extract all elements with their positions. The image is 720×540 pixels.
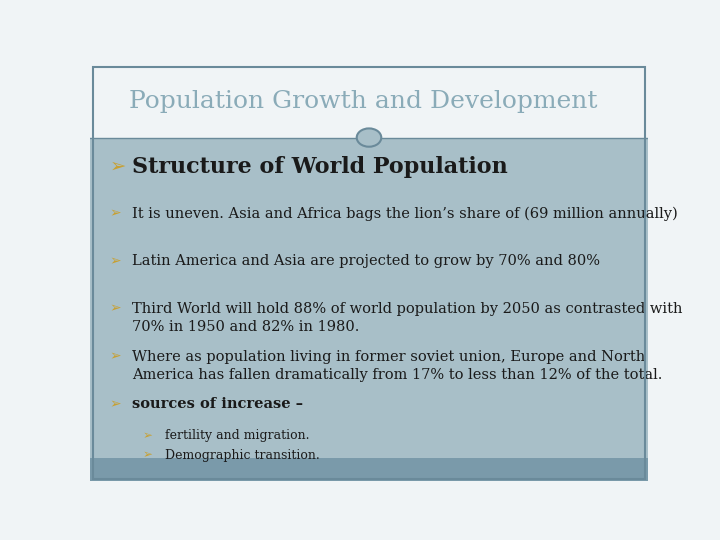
Text: ➢: ➢ (109, 302, 121, 316)
Text: ➢: ➢ (143, 429, 153, 442)
Text: ➢: ➢ (109, 254, 121, 268)
Text: Structure of World Population: Structure of World Population (132, 156, 508, 178)
Text: sources of increase –: sources of increase – (132, 397, 303, 411)
FancyBboxPatch shape (90, 458, 648, 481)
Text: Third World will hold 88% of world population by 2050 as contrasted with
70% in : Third World will hold 88% of world popul… (132, 302, 683, 334)
Text: ➢: ➢ (109, 397, 121, 411)
Circle shape (356, 129, 382, 147)
Text: ➢: ➢ (109, 157, 126, 176)
Text: Where as population living in former soviet union, Europe and North
America has : Where as population living in former sov… (132, 349, 662, 382)
Text: Latin America and Asia are projected to grow by 70% and 80%: Latin America and Asia are projected to … (132, 254, 600, 268)
Text: fertility and migration.: fertility and migration. (166, 429, 310, 442)
Text: It is uneven. Asia and Africa bags the lion’s share of (69 million annually): It is uneven. Asia and Africa bags the l… (132, 206, 678, 220)
Text: ➢: ➢ (109, 206, 121, 220)
FancyBboxPatch shape (90, 65, 648, 138)
FancyBboxPatch shape (90, 138, 648, 458)
Text: ➢: ➢ (109, 349, 121, 363)
Text: Population Growth and Development: Population Growth and Development (129, 90, 598, 113)
Text: Demographic transition.: Demographic transition. (166, 449, 320, 462)
Text: ➢: ➢ (143, 449, 153, 462)
